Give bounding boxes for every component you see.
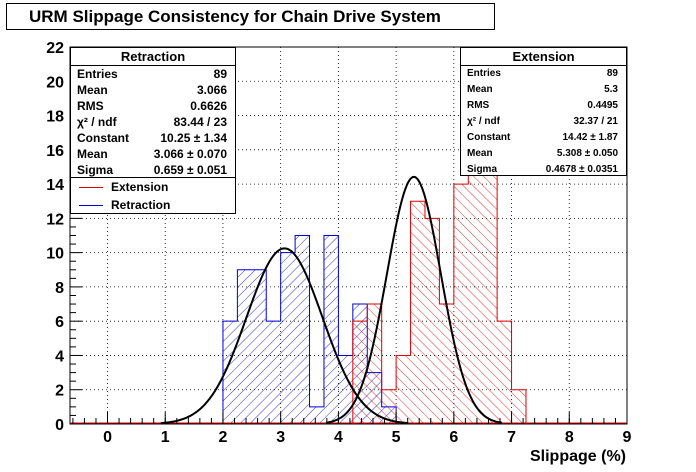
retraction-stat-label: Constant <box>77 131 129 145</box>
extension-stat-label: Sigma <box>467 164 498 175</box>
retraction-stat-row: Sigma 0.659 ± 0.051 <box>71 162 235 178</box>
extension-stat-row: Sigma 0.4678 ± 0.0351 <box>461 162 626 178</box>
extension-stat-row: Mean 5.308 ± 0.050 <box>461 146 626 162</box>
extension-stat-value: 0.4495 <box>587 100 618 111</box>
retraction-stat-row: Entries 89 <box>71 66 235 82</box>
legend-label-retraction: Retraction <box>111 198 171 212</box>
retraction-stats-title: Retraction <box>71 48 235 66</box>
retraction-stat-value: 83.44 / 23 <box>173 115 227 129</box>
retraction-stat-value: 89 <box>213 67 227 81</box>
extension-stat-label: Mean <box>467 148 493 159</box>
y-tick-label: 18 <box>46 109 64 126</box>
y-tick-label: 22 <box>46 40 64 57</box>
legend-line-extension <box>79 186 103 188</box>
retraction-stat-label: χ² / ndf <box>77 115 117 129</box>
x-tick-label: 0 <box>103 429 112 446</box>
retraction-stat-value: 10.25 ± 1.34 <box>160 131 227 145</box>
extension-stat-label: Entries <box>467 68 501 79</box>
y-tick-label: 0 <box>55 417 64 434</box>
retraction-stat-row: Mean 3.066 ± 0.070 <box>71 146 235 162</box>
retraction-stat-label: RMS <box>77 99 104 113</box>
legend: Extension Retraction <box>70 177 236 214</box>
extension-stat-label: χ² / ndf <box>467 116 500 127</box>
extension-stat-value: 14.42 ± 1.87 <box>562 132 618 143</box>
extension-stat-row: Mean 5.3 <box>461 82 626 98</box>
x-tick-label: 6 <box>449 429 458 446</box>
y-tick-label: 8 <box>55 280 64 297</box>
y-tick-label: 20 <box>46 74 64 91</box>
x-tick-label: 1 <box>161 429 170 446</box>
retraction-stat-label: Sigma <box>77 163 114 177</box>
extension-stat-value: 32.37 / 21 <box>573 116 618 127</box>
x-tick-label: 2 <box>219 429 228 446</box>
x-tick-label: 3 <box>276 429 285 446</box>
legend-line-retraction <box>79 204 103 206</box>
retraction-stat-label: Mean <box>77 83 108 97</box>
legend-item-extension: Extension <box>71 178 235 196</box>
extension-stat-value: 89 <box>606 68 618 79</box>
x-tick-label: 4 <box>334 429 343 446</box>
extension-stat-value: 0.4678 ± 0.0351 <box>545 164 618 175</box>
retraction-stat-value: 0.6626 <box>190 99 227 113</box>
extension-stat-value: 5.3 <box>604 84 618 95</box>
extension-stat-label: Constant <box>467 132 511 143</box>
retraction-stat-label: Entries <box>77 67 118 81</box>
retraction-fit-curve <box>160 247 409 425</box>
retraction-stat-row: Mean 3.066 <box>71 82 235 98</box>
extension-fit-curve <box>325 175 502 424</box>
chart-title: URM Slippage Consistency for Chain Drive… <box>6 3 495 30</box>
extension-stat-label: RMS <box>467 100 490 111</box>
retraction-stat-row: RMS 0.6626 <box>71 98 235 114</box>
retraction-stats-box: Retraction Entries 89 Mean 3.066 RMS 0.6626 χ²… <box>70 47 236 178</box>
extension-stat-row: RMS 0.4495 <box>461 98 626 114</box>
gaussian-fits <box>160 175 502 425</box>
x-tick-label: 5 <box>392 429 401 446</box>
y-tick-label: 12 <box>46 211 64 228</box>
x-axis-label: Slippage (%) <box>530 448 626 465</box>
retraction-stat-row: χ² / ndf 83.44 / 23 <box>71 114 235 130</box>
y-tick-label: 2 <box>55 383 64 400</box>
retraction-stat-value: 0.659 ± 0.051 <box>153 163 227 177</box>
y-tick-label: 10 <box>46 246 64 263</box>
extension-stat-label: Mean <box>467 84 493 95</box>
x-tick-label: 9 <box>623 429 632 446</box>
extension-stats-title: Extension <box>461 48 626 66</box>
y-tick-label: 16 <box>46 143 64 160</box>
y-tick-label: 4 <box>55 348 64 365</box>
x-tick-label: 7 <box>507 429 516 446</box>
retraction-stat-label: Mean <box>77 147 108 161</box>
extension-stat-row: Constant 14.42 ± 1.87 <box>461 130 626 146</box>
x-tick-label: 8 <box>565 429 574 446</box>
extension-stat-value: 5.308 ± 0.050 <box>556 148 618 159</box>
extension-stats-box: Extension Entries 89 Mean 5.3 RMS 0.4495 χ² / … <box>460 47 627 176</box>
extension-stat-row: χ² / ndf 32.37 / 21 <box>461 114 626 130</box>
y-tick-label: 14 <box>46 177 64 194</box>
retraction-stat-row: Constant 10.25 ± 1.34 <box>71 130 235 146</box>
retraction-stat-value: 3.066 ± 0.070 <box>153 147 227 161</box>
retraction-stat-value: 3.066 <box>196 83 227 97</box>
extension-stat-row: Entries 89 <box>461 66 626 82</box>
legend-label-extension: Extension <box>111 180 169 194</box>
legend-item-retraction: Retraction <box>71 196 235 214</box>
y-tick-label: 6 <box>55 314 64 331</box>
